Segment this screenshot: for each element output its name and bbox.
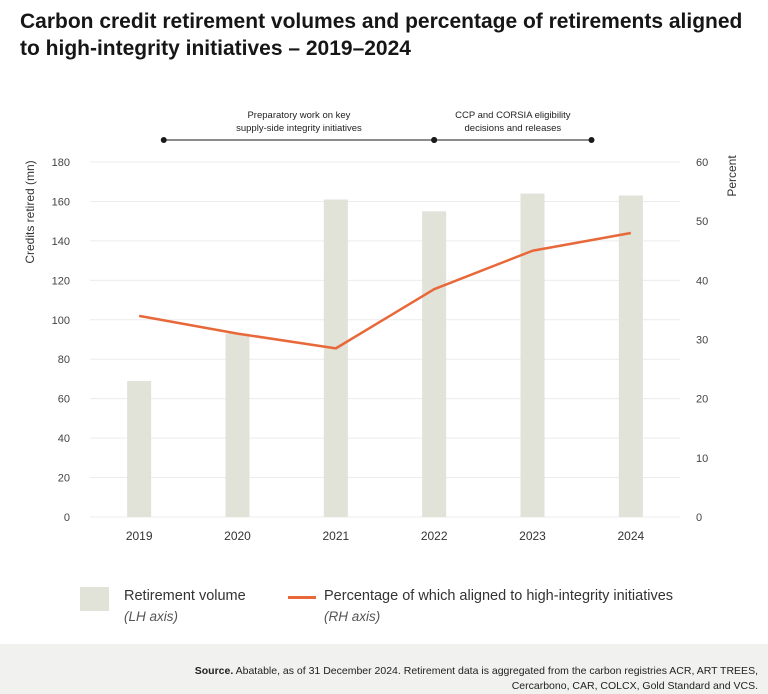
bar-series	[127, 193, 643, 518]
y2-tick-label: 50	[696, 216, 708, 228]
x-tick-label: 2020	[224, 529, 251, 543]
source-text: Source. Abatable, as of 31 December 2024…	[158, 664, 758, 694]
annotation-dot	[431, 137, 438, 143]
chart: 0 20 40 60 80 100 120 140 160 180 0 10 20 30 40 50 60 201…	[23, 110, 739, 543]
y-tick-label: 100	[52, 315, 70, 327]
bar	[127, 380, 152, 517]
annotation-text: supply-side integrity initiatives	[236, 123, 362, 134]
bar	[323, 199, 348, 517]
legend-line-label: Percentage of which aligned to high-inte…	[324, 588, 674, 604]
annotation-text: decisions and releases	[465, 123, 562, 134]
y2-tick-label: 30	[696, 335, 708, 347]
x-tick-label: 2019	[126, 529, 153, 543]
line-series	[138, 231, 632, 350]
legend-line-swatch	[288, 596, 316, 599]
y-tick-label: 140	[52, 236, 70, 248]
x-tick-label: 2022	[421, 529, 448, 543]
annotation-text: CCP and CORSIA eligibility	[455, 110, 571, 121]
y-tick-label: 120	[52, 275, 70, 287]
source-footer: Source. Abatable, as of 31 December 2024…	[0, 644, 768, 694]
y-tick-label: 80	[58, 354, 70, 366]
annotation-text: Preparatory work on key	[247, 110, 350, 121]
line-path	[138, 231, 632, 350]
y2-tick-label: 40	[696, 275, 708, 287]
bar	[520, 193, 545, 518]
y-tick-label: 60	[58, 394, 70, 406]
legend: Retirement volume (LH axis) Percentage o…	[80, 582, 760, 632]
gridlines	[90, 161, 680, 518]
bar	[225, 333, 250, 517]
x-tick-label: 2021	[322, 529, 349, 543]
legend-bar-sub: (LH axis)	[124, 609, 179, 624]
legend-line-sub: (RH axis)	[324, 609, 381, 624]
x-tick-label: 2023	[519, 529, 546, 543]
y-tick-label: 180	[52, 157, 70, 169]
bar	[618, 195, 643, 517]
legend-bar-label: Retirement volume	[124, 588, 246, 604]
y-axis-title: Credits retired (mn)	[23, 160, 37, 263]
source-body: Abatable, as of 31 December 2024. Retire…	[235, 665, 758, 692]
y-tick-label: 40	[58, 433, 70, 445]
annotation-dot	[588, 137, 595, 143]
bar	[422, 211, 447, 518]
axes: 0 20 40 60 80 100 120 140 160 180 0 10 20 30 40 50 60 201…	[23, 155, 739, 543]
y2-tick-label: 10	[696, 453, 708, 465]
source-label: Source.	[194, 665, 234, 677]
y2-axis-title: Percent	[725, 155, 739, 197]
y-tick-label: 20	[58, 473, 70, 485]
y2-tick-label: 60	[696, 157, 708, 169]
annotations: Preparatory work on key supply-side integ…	[160, 110, 595, 143]
legend-bar-swatch	[80, 587, 109, 611]
y-tick-label: 160	[52, 196, 70, 208]
y2-tick-label: 0	[696, 512, 702, 524]
y2-tick-label: 20	[696, 394, 708, 406]
annotation-dot	[160, 137, 167, 143]
chart-title: Carbon credit retirement volumes and per…	[20, 10, 743, 60]
x-tick-label: 2024	[617, 529, 644, 543]
y-tick-label: 0	[64, 512, 70, 524]
